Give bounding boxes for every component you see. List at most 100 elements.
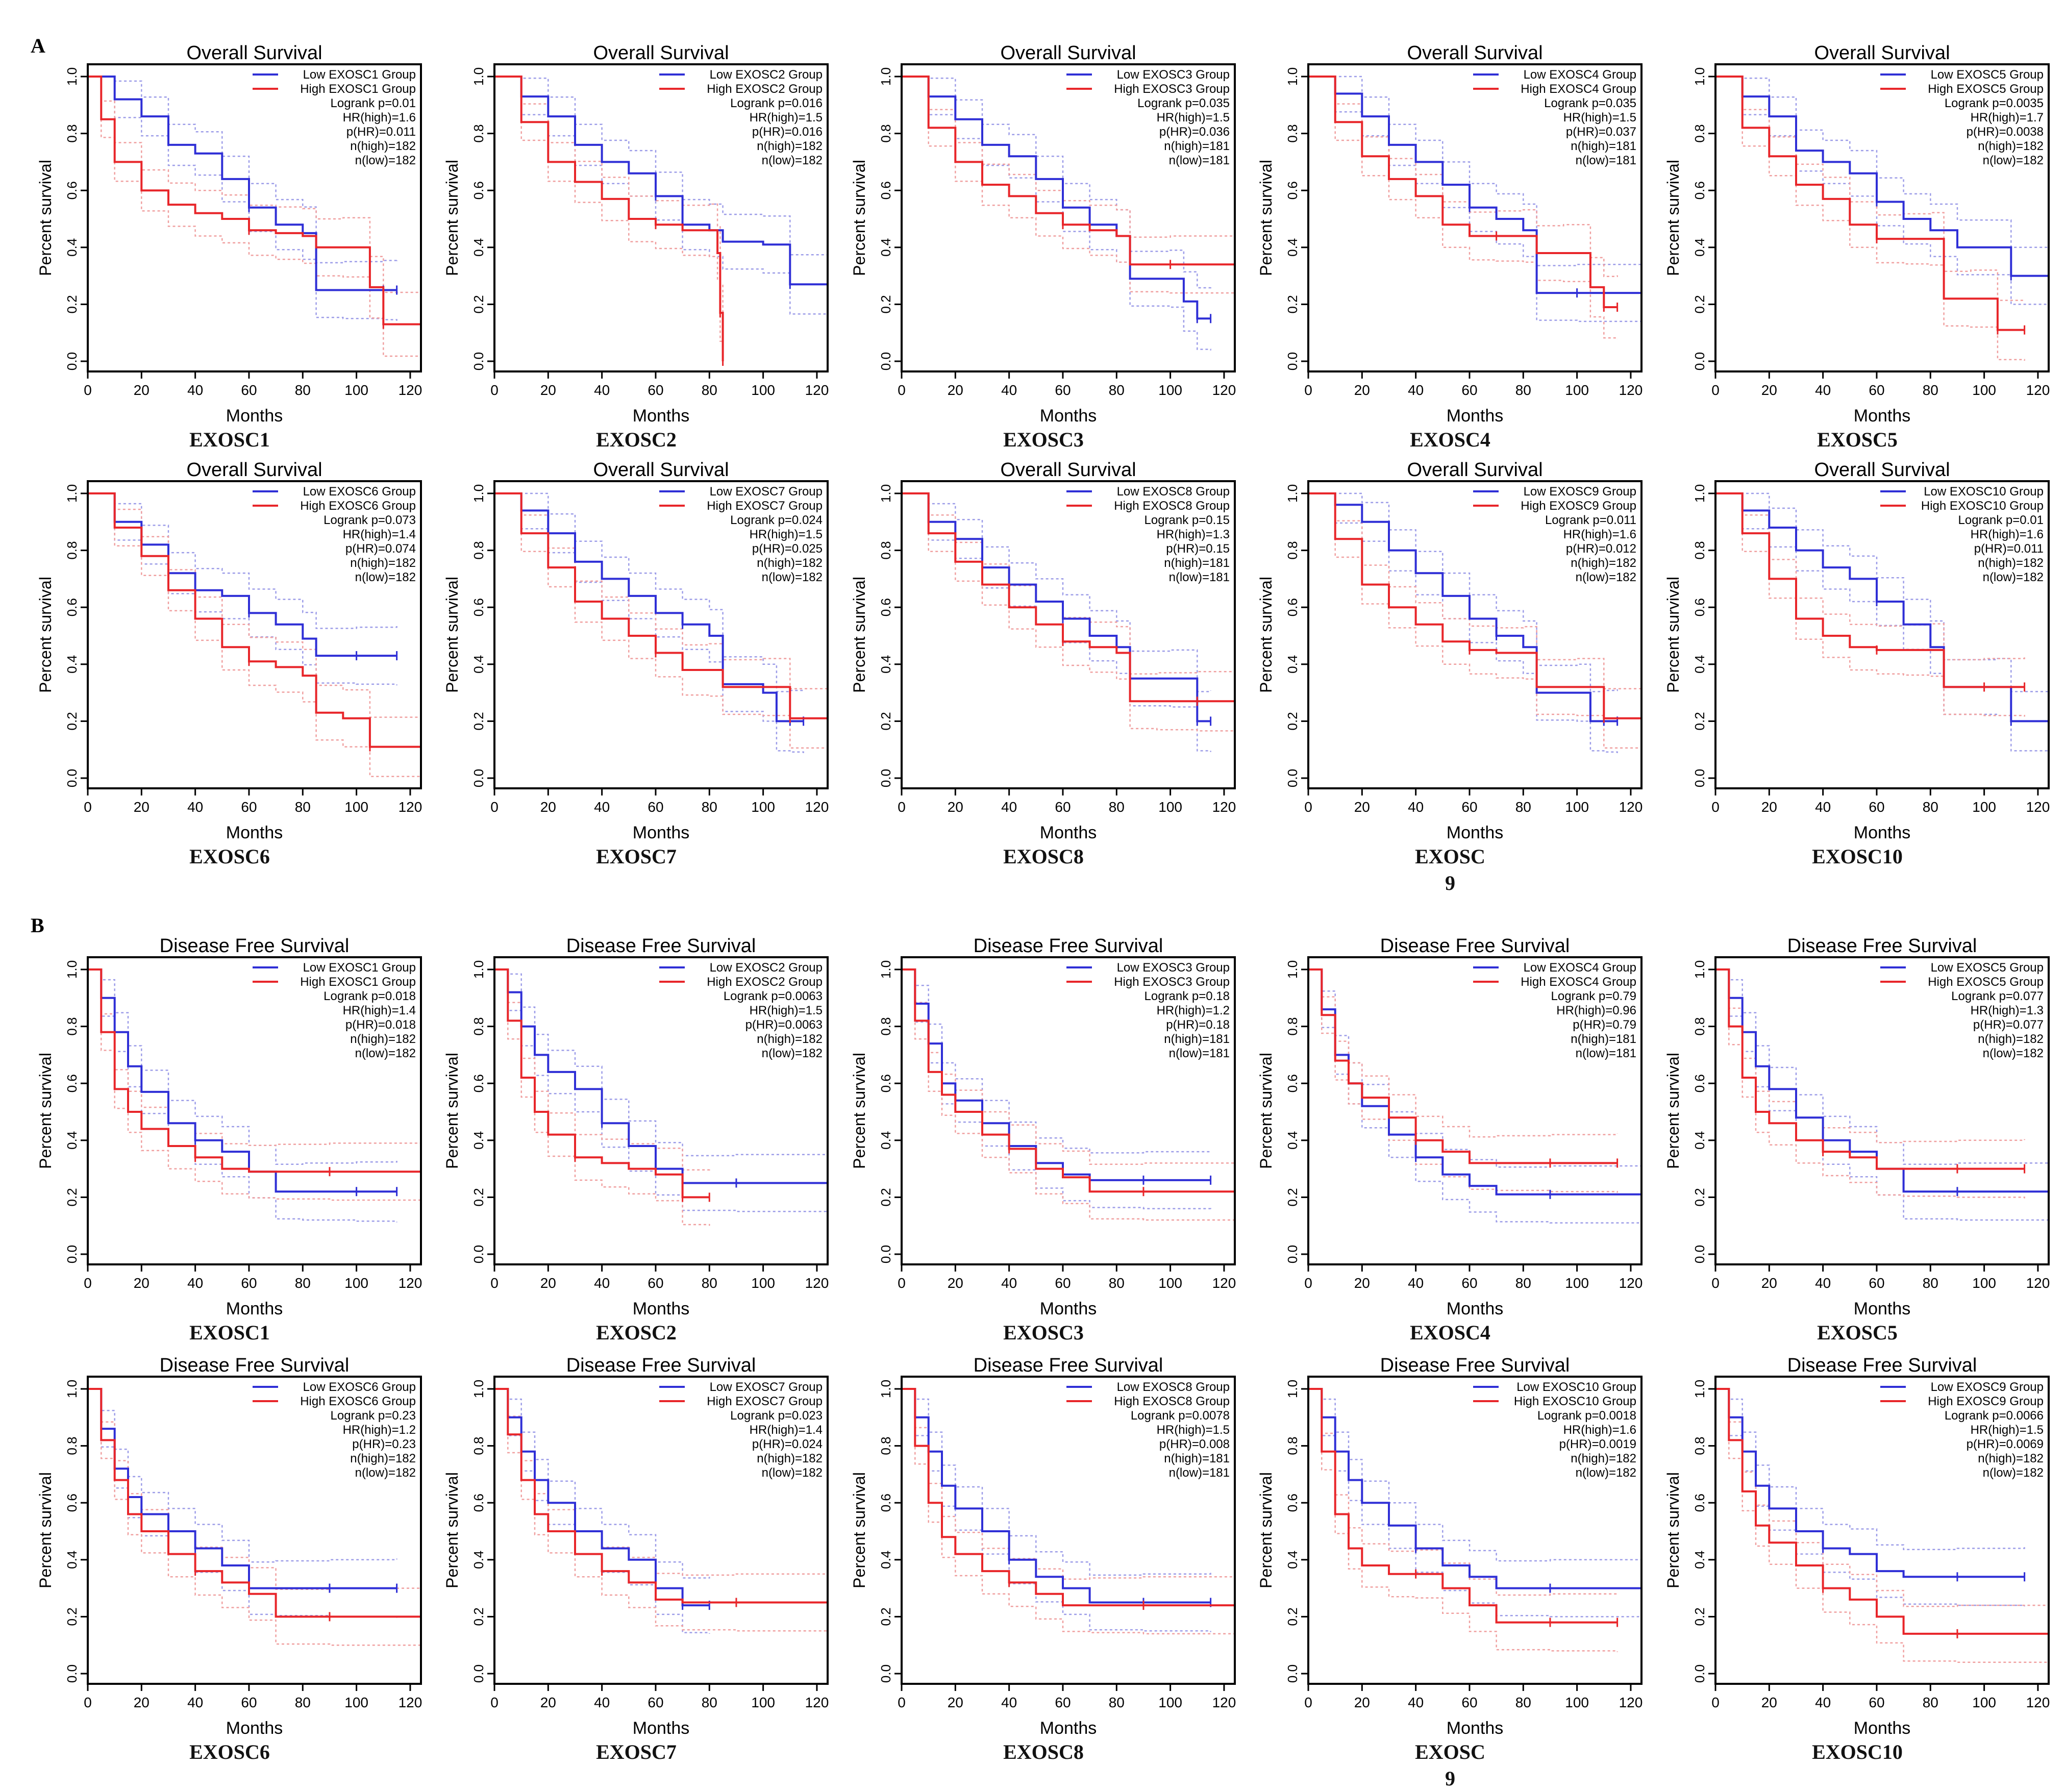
y-tick-label: 0.0 (1692, 352, 1707, 370)
x-tick-label: 100 (1158, 1695, 1182, 1710)
low-group-line (494, 76, 828, 286)
legend-label: Low EXOSC10 Group (1924, 485, 2044, 499)
y-tick-label: 0.6 (64, 1074, 80, 1092)
stat-line: HR(high)=1.5 (750, 1004, 823, 1017)
stat-line: n(high)=181 (1164, 1452, 1230, 1465)
ci-lower-line (902, 492, 1236, 732)
stat-line: p(HR)=0.0069 (1967, 1437, 2044, 1451)
plot-frame (901, 1376, 1236, 1685)
stat-line: n(low)=182 (762, 1466, 823, 1480)
stat-line: n(low)=182 (1576, 1466, 1636, 1480)
ci-lower-line (88, 968, 422, 1202)
x-tick-label: 40 (1001, 382, 1017, 398)
x-tick-label: 80 (1923, 799, 1938, 815)
legend-label: High EXOSC8 Group (1114, 1395, 1230, 1408)
x-tick-label: 80 (1109, 1275, 1125, 1291)
y-tick-label: 0.4 (471, 238, 486, 257)
x-axis-label: Months (633, 406, 690, 426)
legend-label: High EXOSC7 Group (707, 1395, 823, 1408)
x-tick-label: 80 (295, 799, 311, 815)
chart-title: Overall Survival (1407, 459, 1542, 481)
ci-lower-line (494, 76, 724, 361)
y-tick-label: 0.8 (1285, 541, 1300, 560)
y-tick-label: 0.8 (471, 125, 486, 143)
chart-title: Disease Free Survival (566, 935, 756, 957)
x-tick-label: 80 (1515, 799, 1531, 815)
stat-line: Logrank p=0.0078 (1131, 1409, 1230, 1423)
x-tick-label: 120 (1212, 1275, 1236, 1291)
x-tick-label: 0 (1304, 799, 1312, 815)
x-tick-label: 120 (1212, 382, 1236, 398)
x-axis-label: Months (1854, 1299, 1911, 1318)
km-plot: Overall Survival 0 20 40 60 80 100 120 Months 0.0… (36, 42, 422, 426)
plot-frame (87, 956, 422, 1265)
y-tick-label: 0.2 (471, 712, 486, 730)
x-tick-label: 60 (1461, 1695, 1477, 1710)
y-axis-label: Percent survival (850, 1472, 868, 1588)
y-tick-label: 0.4 (1285, 238, 1300, 257)
x-tick-label: 0 (490, 1695, 499, 1710)
x-tick-label: 0 (898, 1275, 906, 1291)
stat-line: n(low)=182 (355, 570, 416, 584)
y-tick-label: 0.2 (471, 295, 486, 313)
high-group-line (1715, 1388, 2049, 1635)
stat-line: p(HR)=0.15 (1166, 542, 1230, 556)
y-tick-label: 0.6 (1692, 181, 1707, 200)
y-tick-label: 0.8 (1285, 1017, 1300, 1036)
legend-label: Low EXOSC8 Group (1117, 1380, 1230, 1394)
legend-label: High EXOSC1 Group (300, 975, 416, 989)
stat-line: Logrank p=0.035 (1544, 96, 1636, 110)
legend-label: High EXOSC9 Group (1928, 1395, 2044, 1408)
high-group-line (1715, 492, 2025, 688)
plot-frame (901, 480, 1236, 789)
stat-line: p(HR)=0.024 (752, 1437, 823, 1451)
x-tick-label: 80 (295, 382, 311, 398)
y-tick-label: 0.2 (1285, 712, 1300, 730)
x-tick-label: 60 (241, 382, 257, 398)
stat-line: n(high)=182 (1571, 556, 1636, 570)
legend-label: Low EXOSC1 Group (303, 68, 416, 82)
y-tick-label: 0.2 (878, 295, 893, 313)
low-group-line (1715, 1388, 2025, 1578)
stat-line: n(low)=181 (1576, 1047, 1636, 1060)
high-group-line (88, 1388, 421, 1618)
x-tick-label: 60 (1869, 382, 1884, 398)
x-tick-label: 20 (540, 382, 556, 398)
x-tick-label: 120 (2026, 1275, 2050, 1291)
x-tick-label: 0 (1304, 1695, 1312, 1710)
survival-panel: Overall Survival 0 20 40 60 80 100 120 Months 0.0… (31, 40, 429, 479)
stat-line: n(low)=181 (1576, 154, 1636, 167)
y-tick-label: 1.0 (1285, 960, 1300, 979)
x-tick-label: 20 (134, 1275, 150, 1291)
survival-panel: Disease Free Survival 0 20 40 60 80 100 120 Mont… (844, 933, 1242, 1372)
x-tick-label: 20 (1761, 382, 1777, 398)
ci-lower-line (1308, 76, 1618, 339)
ci-lower-line (88, 76, 397, 321)
y-tick-label: 0.4 (878, 655, 893, 674)
x-tick-label: 120 (2026, 799, 2050, 815)
survival-panel: Overall Survival 0 20 40 60 80 100 120 Months 0.0… (1658, 457, 2056, 895)
stat-line: HR(high)=1.4 (750, 1423, 823, 1437)
x-tick-label: 20 (134, 1695, 150, 1710)
stat-line: n(low)=182 (1983, 1466, 2044, 1480)
x-tick-label: 0 (1711, 1275, 1720, 1291)
ci-upper-line (494, 76, 829, 256)
stat-line: p(HR)=0.008 (1159, 1437, 1230, 1451)
y-tick-label: 0.6 (878, 1494, 893, 1512)
x-tick-label: 120 (1619, 382, 1643, 398)
x-axis-label: Months (1040, 1719, 1097, 1738)
y-axis-label: Percent survival (1257, 1053, 1275, 1169)
chart-title: Overall Survival (1814, 459, 1950, 481)
x-tick-label: 60 (1055, 382, 1071, 398)
stat-line: n(low)=182 (1983, 154, 2044, 167)
low-group-line (902, 76, 1211, 320)
stat-line: HR(high)=1.6 (1563, 528, 1636, 541)
x-tick-label: 100 (344, 1275, 368, 1291)
x-tick-label: 60 (241, 799, 257, 815)
legend-label: High EXOSC2 Group (707, 975, 823, 989)
x-tick-label: 80 (702, 1275, 717, 1291)
x-tick-label: 100 (1565, 1695, 1589, 1710)
x-tick-label: 100 (1158, 1275, 1182, 1291)
stat-line: Logrank p=0.01 (331, 96, 416, 110)
y-axis-label: Percent survival (1257, 160, 1275, 276)
